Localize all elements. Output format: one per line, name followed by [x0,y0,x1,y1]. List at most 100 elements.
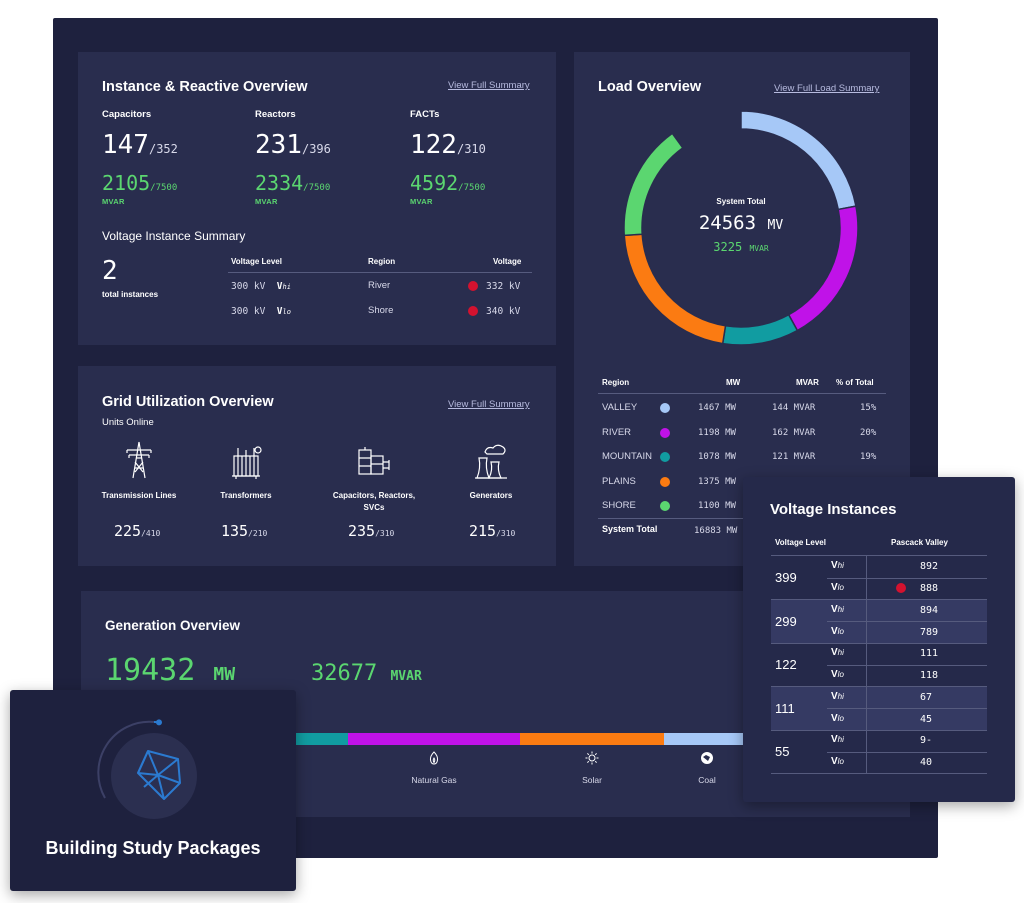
v-hi-label: Vhi [831,734,844,745]
capacitors-label: Capacitors [102,109,152,120]
row-voltage: 332 kV [486,281,521,292]
row-mw: 1100 MW [698,501,736,511]
transmission-tower-icon [126,441,152,479]
reactors-label: Reactors [255,109,296,120]
row-mw: 1198 MW [698,427,736,438]
facts-count: 122/310 [410,130,486,160]
v-hi-label: Vhi [831,690,844,702]
capacitors-mvar: 2105/7500 [102,171,178,195]
alert-dot [468,281,478,291]
unit-value: 215/310 [469,522,516,540]
group-divider [771,642,987,644]
voltage-level-value: 399 [775,570,797,585]
donut-center-value: 24563 MV [698,212,784,234]
legend-natural-gas: Natural Gas [411,775,457,785]
row-region: River [368,280,391,291]
alert-dot [468,306,478,316]
load-donut-chart [623,110,859,346]
view-full-load-summary-link[interactable]: View Full Load Summary [774,83,880,94]
view-full-summary-link[interactable]: View Full Summary [448,399,530,410]
row-mvar: 121 MVAR [772,452,816,462]
table-divider [598,393,886,394]
row-region: RIVER [602,426,632,438]
row-region: PLAINS [602,475,636,487]
th-pascack-valley: Pascack Valley [891,538,948,547]
col-divider [866,599,867,643]
facts-mvar: 4592/7500 [410,171,486,195]
legend-dot [660,427,670,438]
row-divider [827,708,987,709]
hi-value: 67 [920,691,933,703]
card-title: Grid Utilization Overview [102,394,274,410]
donut-center-label: System Total [716,197,766,206]
row-level: 300 kV Vlo [231,306,291,317]
unit-label: Transformers [220,491,272,500]
capacitor-bank-icon [358,447,390,475]
generation-bar-orange [520,733,664,745]
hi-value: 892 [920,561,939,572]
voltage-level-value: 122 [775,657,797,672]
lo-value: 40 [920,757,933,768]
v-hi-label: Vhi [831,560,844,571]
row-region: MOUNTAIN [602,451,652,462]
row-mvar: 144 MVAR [772,403,816,413]
voltage-level-value: 299 [775,613,797,629]
row-voltage: 340 kV [486,306,521,317]
th-region: Region [602,378,630,387]
legend-dot [660,452,670,462]
view-full-summary-link[interactable]: View Full Summary [448,80,530,91]
row-mvar: 162 MVAR [772,427,816,438]
building-study-packages-panel[interactable]: Building Study Packages [10,690,296,891]
generation-mvar: 32677 MVAR [311,661,422,686]
hi-value: 9- [920,735,933,746]
row-mw: 1078 MW [698,452,736,462]
grid-utilization-card: Grid Utilization Overview Units Online V… [78,366,556,566]
col-divider [866,730,867,774]
v-hi-label: Vhi [831,603,844,615]
generation-mw: 19432 MW [105,653,236,688]
row-divider [827,751,987,753]
progress-ring [97,719,197,819]
lo-value: 789 [920,626,939,638]
v-lo-label: Vlo [831,712,844,724]
row-level: 300 kV Vhi [231,281,291,292]
row-region: VALLEY [602,402,638,413]
hi-value: 111 [920,648,939,659]
legend-solar: Solar [582,775,602,785]
coal-icon [701,752,713,764]
generation-bar-teal [281,733,348,745]
row-percent: 19% [860,452,877,462]
panel-title: Voltage Instances [770,501,897,518]
row-region: Shore [368,305,394,316]
lo-value: 118 [920,670,939,681]
unit-label: Transmission Lines [101,491,177,500]
unit-label: Capacitors, Reactors, SVCs [332,491,416,512]
generation-bar-purple [348,733,520,745]
th-voltage-level: Voltage Level [775,538,826,547]
th-region: Region [368,257,396,266]
row-percent: 15% [860,403,877,413]
col-divider [866,556,867,600]
v-lo-label: Vlo [831,625,844,637]
unit-value: 225/410 [114,522,161,540]
mvar-unit: MVAR [102,197,125,206]
v-lo-label: Vlo [831,582,844,593]
reactors-count: 231/396 [255,130,331,160]
donut-segment [740,110,857,211]
mvar-unit: MVAR [410,197,433,206]
transformer-icon [232,446,262,479]
donut-segment [721,313,799,346]
mvar-unit: MVAR [255,197,278,206]
instance-reactive-card: Instance & Reactive Overview View Full S… [78,52,556,345]
v-lo-label: Vlo [831,756,844,767]
table-divider [598,518,886,519]
v-hi-label: Vhi [831,647,844,658]
row-mw: 1467 MW [698,403,736,413]
legend-dot [660,476,670,487]
sun-icon [585,751,599,765]
row-divider [827,577,987,579]
v-lo-label: Vlo [831,669,844,680]
units-online-label: Units Online [102,417,154,428]
row-divider [827,664,987,666]
hi-value: 894 [920,604,939,616]
